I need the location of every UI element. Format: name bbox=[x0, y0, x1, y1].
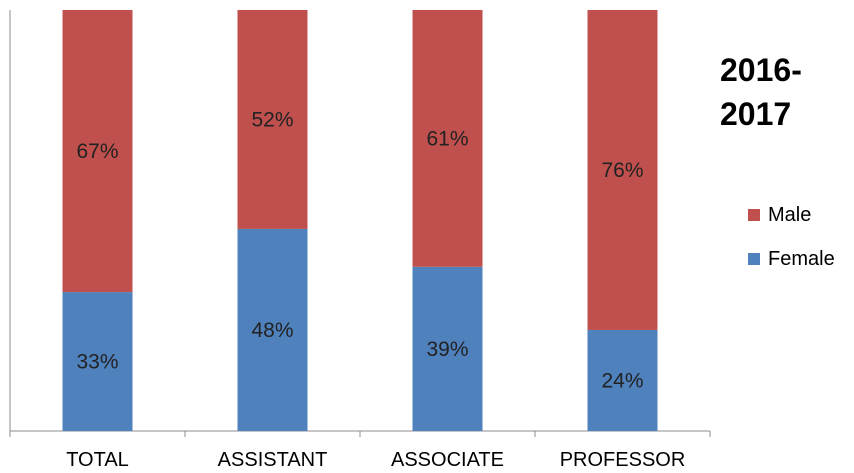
legend-label-male: Male bbox=[768, 203, 812, 226]
data-label-female-total: 33% bbox=[76, 351, 118, 374]
x-tick-label-associate: ASSOCIATE bbox=[391, 449, 504, 471]
legend-item-male: Male bbox=[748, 202, 835, 228]
data-label-female-assistant: 48% bbox=[251, 319, 293, 342]
chart-title: 2016- 2017 bbox=[720, 52, 802, 132]
legend-item-female: Female bbox=[748, 246, 835, 272]
data-label-male-total: 67% bbox=[76, 140, 118, 163]
bar-male-assistant bbox=[237, 10, 308, 229]
data-label-female-professor: 24% bbox=[601, 369, 643, 392]
data-label-male-professor: 76% bbox=[601, 159, 643, 182]
bar-female-associate bbox=[412, 266, 483, 431]
legend: Male Female bbox=[748, 202, 835, 290]
legend-label-female: Female bbox=[768, 247, 835, 270]
bar-female-professor bbox=[587, 329, 658, 431]
data-label-male-assistant: 52% bbox=[251, 108, 293, 131]
bar-female-assistant bbox=[237, 228, 308, 431]
data-label-male-associate: 61% bbox=[426, 127, 468, 150]
x-tick-label-assistant: ASSISTANT bbox=[218, 449, 328, 471]
x-tick-label-professor: PROFESSOR bbox=[560, 449, 686, 471]
legend-swatch-female bbox=[748, 253, 760, 265]
bar-male-total bbox=[62, 10, 133, 293]
bar-male-associate bbox=[412, 10, 483, 267]
bar-male-professor bbox=[587, 10, 658, 330]
legend-swatch-male bbox=[748, 209, 760, 221]
plot-area: 33% 67% TOTAL 48% 52% ASSISTANT 39% 61% ASSOCIAT… bbox=[9, 10, 711, 471]
x-tick-label-total: TOTAL bbox=[66, 449, 129, 471]
data-label-female-associate: 39% bbox=[426, 338, 468, 361]
bar-female-total bbox=[62, 292, 133, 431]
